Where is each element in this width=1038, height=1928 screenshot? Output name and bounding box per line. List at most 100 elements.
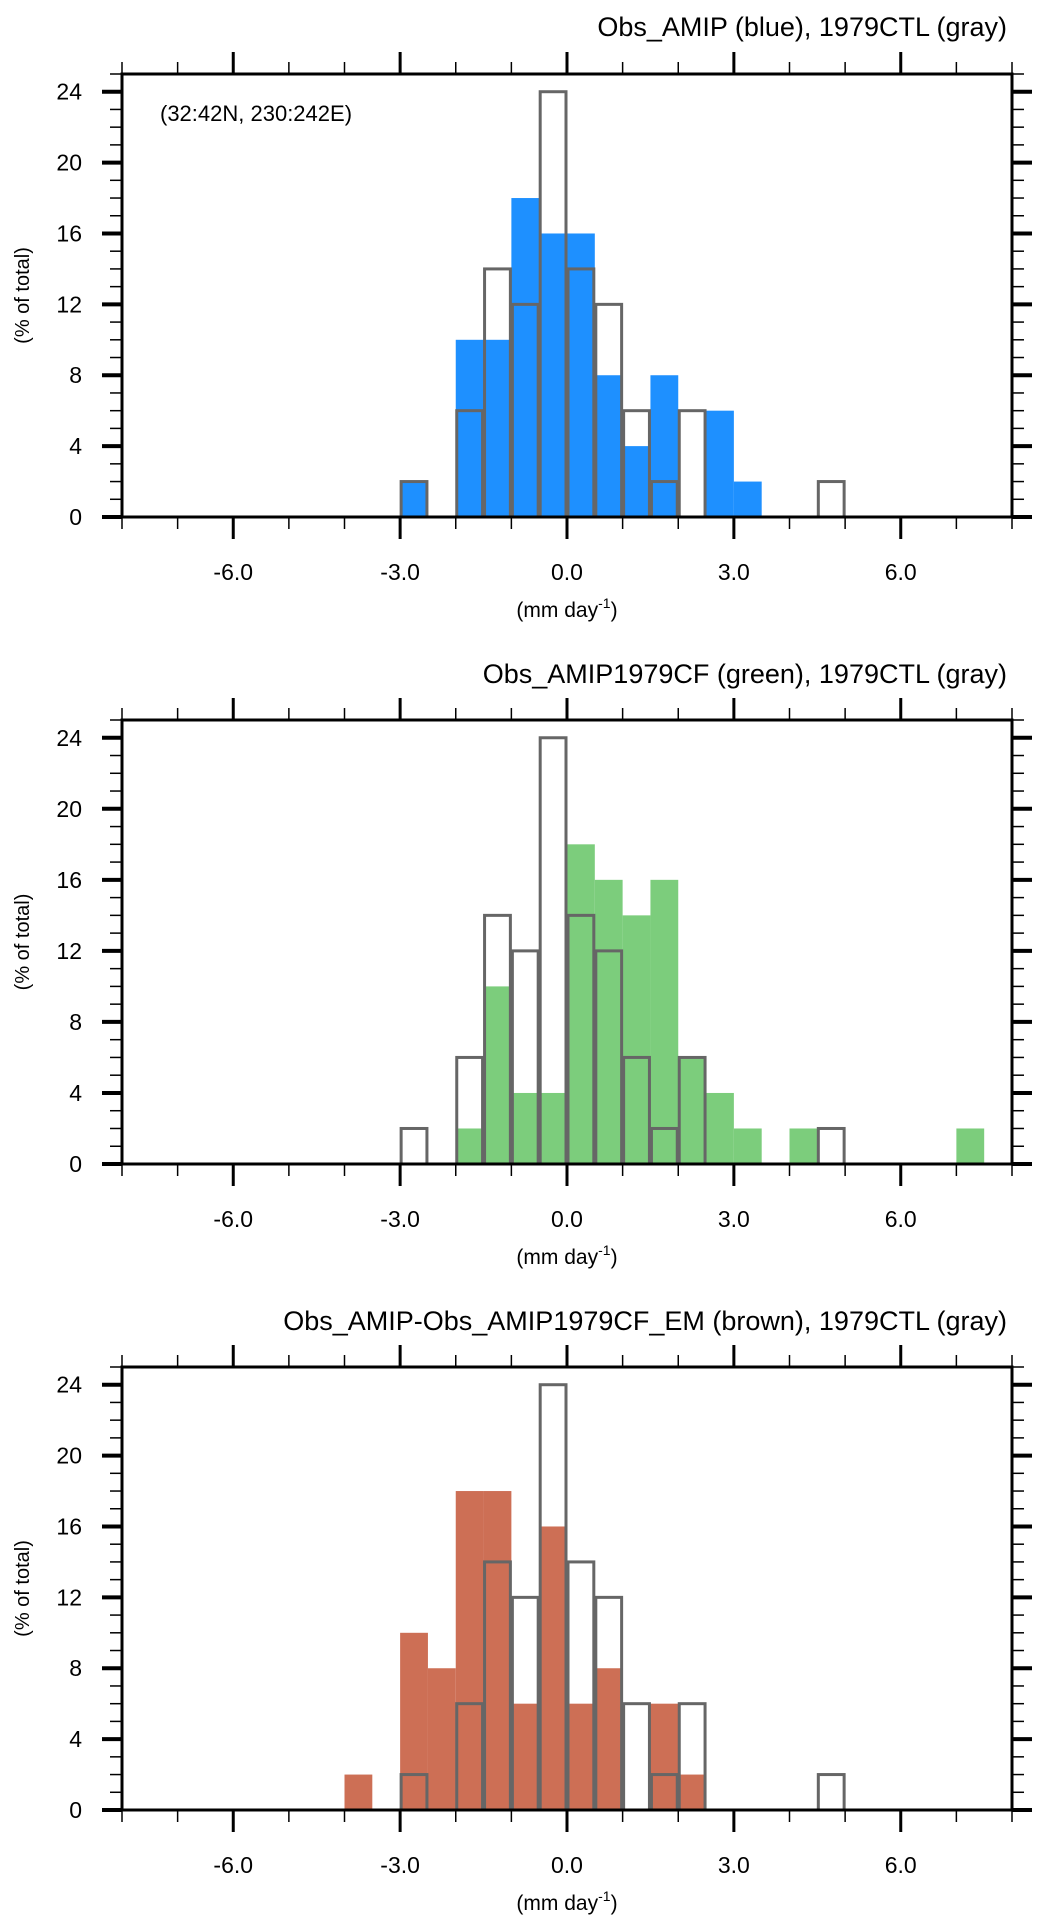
bar-obs_amip-obs_amip1979cf_em <box>427 1668 456 1810</box>
bar-obs_amip <box>511 198 540 518</box>
x-tick-label: 3.0 <box>718 1852 750 1878</box>
bar-obs_amip1979cf <box>539 1092 567 1164</box>
y-tick-label: 4 <box>69 1080 82 1106</box>
y-tick-label: 0 <box>69 1797 82 1823</box>
y-tick-label: 0 <box>69 504 82 530</box>
histogram-panel-3: -6.0 -3.0 0.0 3.0 6.0 0 4 8 12 16 20 24 Obs_AMIP-Obs… <box>12 1306 1032 1915</box>
bar-obs_amip <box>706 410 734 517</box>
bar-obs_amip <box>400 481 428 517</box>
bar-outline-1979ctl <box>399 1126 429 1166</box>
bar-obs_amip-obs_amip1979cf_em <box>650 1703 679 1810</box>
bar-obs_amip1979cf <box>678 1057 707 1164</box>
x-axis-label-close: ) <box>611 1892 618 1915</box>
panel-title: Obs_AMIP (blue), 1979CTL (gray) <box>597 12 1007 42</box>
y-tick-label: 16 <box>56 1513 82 1539</box>
bar-obs_amip <box>594 375 623 517</box>
bar-obs_amip1979cf <box>455 1128 484 1164</box>
bar-obs_amip1979cf <box>789 1128 818 1164</box>
bar-obs_amip-obs_amip1979cf_em <box>678 1774 707 1810</box>
panel-title: Obs_AMIP-Obs_AMIP1979CF_EM (brown), 1979… <box>283 1306 1007 1336</box>
bar-obs_amip1979cf <box>733 1128 762 1164</box>
bar-obs_amip-obs_amip1979cf_em <box>511 1703 540 1810</box>
bar-obs_amip-obs_amip1979cf_em <box>567 1703 595 1810</box>
x-tick-label: -6.0 <box>213 1852 253 1878</box>
x-axis-label-close: ) <box>611 599 618 622</box>
x-tick-label: -3.0 <box>380 1206 420 1232</box>
bar-obs_amip <box>650 375 679 517</box>
y-tick-label: 4 <box>69 433 82 459</box>
y-tick-label: 24 <box>56 725 82 751</box>
bar-obs_amip1979cf <box>483 986 512 1164</box>
y-axis-label: (% of total) <box>12 894 34 991</box>
bar-obs_amip1979cf <box>594 879 623 1164</box>
x-axis-label-text: (mm day <box>516 1246 598 1269</box>
x-tick-label: 0.0 <box>551 559 583 585</box>
x-tick-label: -6.0 <box>213 559 253 585</box>
bar-obs_amip1979cf <box>511 1092 540 1164</box>
x-tick-label: -3.0 <box>380 559 420 585</box>
x-axis-label-text: (mm day <box>516 1892 598 1915</box>
panel-title: Obs_AMIP1979CF (green), 1979CTL (gray) <box>483 659 1007 689</box>
bar-outline-1979ctl <box>622 1702 651 1812</box>
x-tick-label: -6.0 <box>213 1206 253 1232</box>
bar-obs_amip <box>567 233 595 518</box>
bar-obs_amip1979cf <box>956 1128 985 1164</box>
y-tick-label: 4 <box>69 1726 82 1752</box>
x-axis-label-superscript: -1 <box>598 1888 611 1904</box>
x-tick-label: 6.0 <box>885 1206 917 1232</box>
y-tick-label: 8 <box>69 1655 82 1681</box>
x-tick-label: 0.0 <box>551 1852 583 1878</box>
y-tick-label: 20 <box>56 796 82 822</box>
bar-outline-1979ctl <box>677 409 707 519</box>
x-axis-label-superscript: -1 <box>598 595 611 611</box>
x-tick-label: 6.0 <box>885 1852 917 1878</box>
y-tick-label: 16 <box>56 220 82 246</box>
y-tick-label: 12 <box>56 1584 82 1610</box>
bar-outline-1979ctl <box>816 1126 846 1166</box>
bar-obs_amip <box>539 233 567 518</box>
x-tick-label: -3.0 <box>380 1852 420 1878</box>
y-tick-label: 20 <box>56 150 82 176</box>
bar-obs_amip <box>733 481 762 517</box>
y-tick-label: 24 <box>56 1372 82 1398</box>
y-tick-label: 12 <box>56 938 82 964</box>
y-tick-label: 24 <box>56 79 82 105</box>
bar-obs_amip-obs_amip1979cf_em <box>539 1526 567 1810</box>
bar-outline-1979ctl <box>816 1773 846 1812</box>
x-axis-label-text: (mm day <box>516 599 598 622</box>
y-axis-label: (% of total) <box>12 247 34 344</box>
bar-obs_amip-obs_amip1979cf_em <box>344 1774 373 1810</box>
y-tick-label: 20 <box>56 1443 82 1469</box>
y-axis-label: (% of total) <box>12 1540 34 1637</box>
bar-outline-1979ctl <box>816 480 846 519</box>
bar-obs_amip1979cf <box>622 915 651 1164</box>
y-tick-label: 0 <box>69 1151 82 1177</box>
bar-obs_amip <box>455 339 484 517</box>
bar-obs_amip <box>483 339 512 517</box>
x-tick-label: 3.0 <box>718 559 750 585</box>
y-tick-label: 16 <box>56 867 82 893</box>
y-tick-label: 8 <box>69 362 82 388</box>
x-axis-label: (mm day-1) <box>516 595 617 622</box>
x-axis-label-superscript: -1 <box>598 1242 611 1258</box>
x-tick-label: 6.0 <box>885 559 917 585</box>
y-tick-label: 12 <box>56 291 82 317</box>
bar-obs_amip1979cf <box>567 844 595 1164</box>
bar-obs_amip-obs_amip1979cf_em <box>483 1491 512 1810</box>
x-tick-label: 3.0 <box>718 1206 750 1232</box>
bar-obs_amip-obs_amip1979cf_em <box>455 1491 484 1810</box>
bar-obs_amip1979cf <box>650 879 679 1164</box>
x-axis-label: (mm day-1) <box>516 1888 617 1915</box>
y-tick-label: 8 <box>69 1009 82 1035</box>
histogram-panel-2: -6.0 -3.0 0.0 3.0 6.0 0 4 8 12 16 20 24 Obs_AMIP1979… <box>12 659 1032 1269</box>
bar-obs_amip-obs_amip1979cf_em <box>594 1668 623 1810</box>
x-axis-label-close: ) <box>611 1246 618 1269</box>
bar-obs_amip <box>622 446 651 517</box>
region-annotation: (32:42N, 230:242E) <box>160 101 352 126</box>
bar-obs_amip-obs_amip1979cf_em <box>400 1632 428 1810</box>
bar-obs_amip1979cf <box>706 1092 734 1164</box>
x-axis-label: (mm day-1) <box>516 1242 617 1269</box>
x-tick-label: 0.0 <box>551 1206 583 1232</box>
histogram-panel-1: -6.0 -3.0 0.0 3.0 6.0 0 4 8 12 16 20 24 Obs_AMIP (bl… <box>12 12 1032 622</box>
